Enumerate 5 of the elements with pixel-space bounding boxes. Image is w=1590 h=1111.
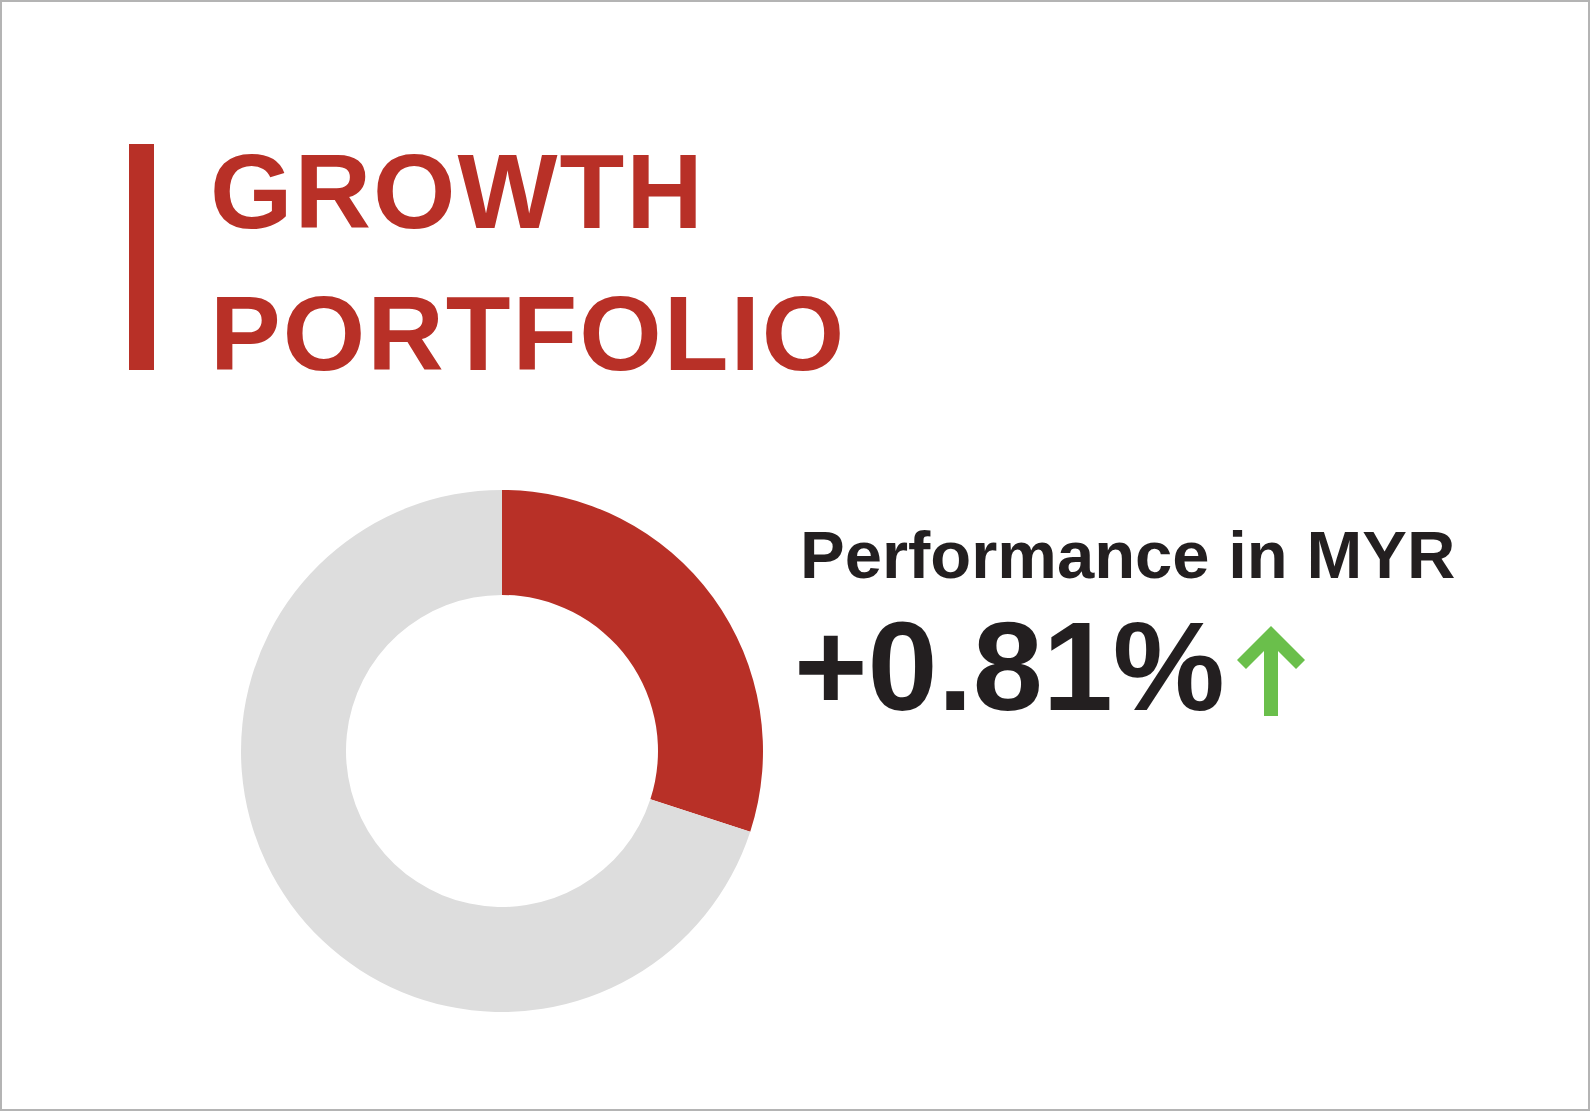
donut-slice	[502, 490, 763, 832]
text: +0.81%	[794, 595, 1225, 739]
text: Performance in MYR	[800, 516, 1456, 593]
chart-title: GROWTH PORTFOLIO	[210, 131, 848, 394]
donut-slice	[241, 490, 751, 1012]
